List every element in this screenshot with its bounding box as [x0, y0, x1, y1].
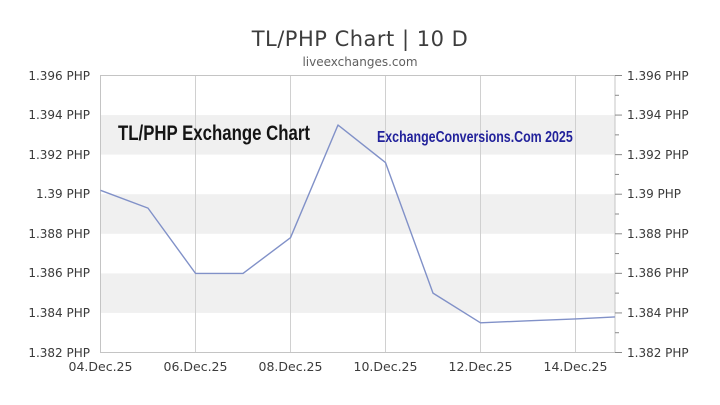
y-axis-label-right: 1.384 PHP: [627, 305, 689, 320]
x-axis-label: 10.Dec.25: [353, 359, 418, 374]
y-axis-label-right: 1.382 PHP: [627, 345, 689, 360]
grid-band: [100, 194, 615, 234]
watermark-exchangeconversions: ExchangeConversions.Com 2025: [377, 129, 573, 146]
y-axis-label-left: 1.392 PHP: [28, 147, 90, 162]
page-title: TL/PHP Chart | 10 D: [251, 27, 469, 51]
grid-band: [100, 273, 615, 313]
x-axis-label: 12.Dec.25: [448, 359, 513, 374]
y-axis-label-right: 1.396 PHP: [627, 68, 689, 83]
x-axis-label: 08.Dec.25: [258, 359, 323, 374]
y-axis-label-left: 1.39 PHP: [35, 187, 90, 202]
y-axis-label-right: 1.392 PHP: [627, 147, 689, 162]
price-line: [100, 124, 615, 324]
grid-band: [100, 115, 615, 155]
x-axis-label: 14.Dec.25: [543, 359, 608, 374]
y-axis-label-left: 1.384 PHP: [28, 305, 90, 320]
watermark-exchange-chart: TL/PHP Exchange Chart: [118, 122, 311, 145]
x-axis-label: 06.Dec.25: [163, 359, 228, 374]
x-axis-label: 04.Dec.25: [68, 359, 133, 374]
y-axis-label-right: 1.39 PHP: [627, 187, 682, 202]
y-axis-label-right: 1.394 PHP: [627, 108, 689, 123]
y-axis-label-left: 1.396 PHP: [28, 68, 90, 83]
y-axis-label-left: 1.382 PHP: [28, 345, 90, 360]
y-axis-label-left: 1.388 PHP: [28, 226, 90, 241]
y-axis-label-left: 1.386 PHP: [28, 266, 90, 281]
y-axis-label-left: 1.394 PHP: [28, 108, 90, 123]
y-axis-label-right: 1.388 PHP: [627, 226, 689, 241]
y-axis-label-right: 1.386 PHP: [627, 266, 689, 281]
page-subtitle: liveexchanges.com: [302, 55, 418, 69]
